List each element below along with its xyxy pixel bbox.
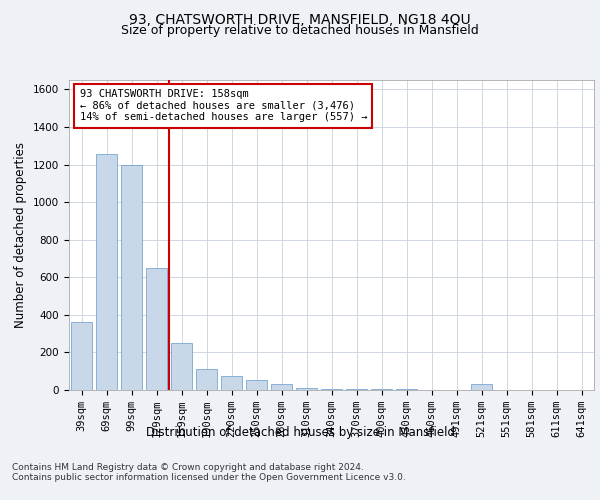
- Text: Contains HM Land Registry data © Crown copyright and database right 2024.
Contai: Contains HM Land Registry data © Crown c…: [12, 462, 406, 482]
- Bar: [96, 154, 117, 390]
- Y-axis label: Number of detached properties: Number of detached properties: [14, 142, 28, 328]
- Bar: [346, 389, 367, 390]
- Bar: [246, 380, 267, 390]
- Bar: [471, 384, 492, 390]
- Text: Distribution of detached houses by size in Mansfield: Distribution of detached houses by size …: [146, 426, 455, 439]
- Text: Size of property relative to detached houses in Mansfield: Size of property relative to detached ho…: [121, 24, 479, 37]
- Bar: [296, 388, 317, 390]
- Bar: [321, 389, 342, 390]
- Bar: [146, 268, 167, 390]
- Text: 93 CHATSWORTH DRIVE: 158sqm
← 86% of detached houses are smaller (3,476)
14% of : 93 CHATSWORTH DRIVE: 158sqm ← 86% of det…: [79, 90, 367, 122]
- Bar: [196, 370, 217, 390]
- Text: 93, CHATSWORTH DRIVE, MANSFIELD, NG18 4QU: 93, CHATSWORTH DRIVE, MANSFIELD, NG18 4Q…: [129, 12, 471, 26]
- Bar: [271, 384, 292, 390]
- Bar: [221, 376, 242, 390]
- Bar: [171, 343, 192, 390]
- Bar: [121, 164, 142, 390]
- Bar: [71, 322, 92, 390]
